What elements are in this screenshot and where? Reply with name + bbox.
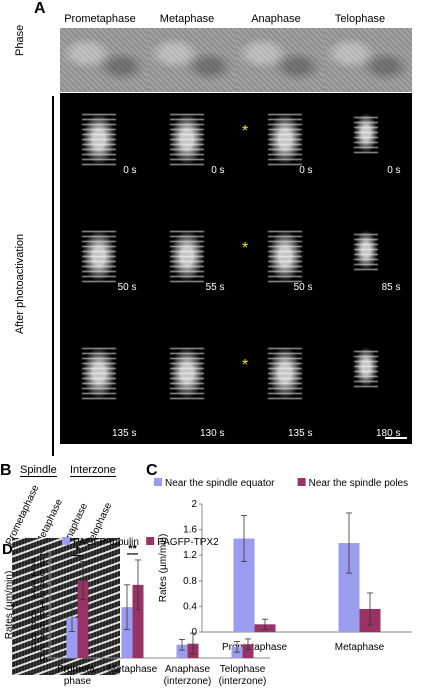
phase-image-3	[236, 28, 324, 92]
spindle-signal	[82, 113, 116, 165]
spindle-signal	[82, 347, 116, 399]
legend-swatch	[297, 478, 306, 486]
category-label: Metaphase	[108, 664, 158, 675]
spindle-signal	[354, 230, 378, 270]
time-label: 0 s	[123, 165, 137, 176]
kymograph-image	[12, 538, 120, 675]
bar	[132, 584, 144, 658]
panel-b-letter: B	[0, 462, 12, 479]
star-marker: *	[242, 240, 249, 257]
fluorescence-background	[60, 93, 412, 444]
y-tick-label: 0	[39, 653, 45, 664]
y-tick-label: 0.8	[183, 576, 197, 587]
y-tick-label: 1.6	[31, 568, 45, 579]
legend-swatch	[146, 537, 155, 545]
bar	[66, 617, 78, 658]
y-tick-label: 1.2	[183, 550, 197, 561]
y-tick-label: 0.4	[183, 601, 197, 612]
bar	[233, 538, 255, 632]
legend-label: Near the spindle poles	[309, 478, 409, 489]
scale-bar	[385, 437, 407, 439]
y-axis-label: Rates (µm/min)	[158, 534, 169, 603]
panel-c-letter: C	[146, 462, 158, 479]
category-label: Prometaphase	[222, 642, 287, 653]
phase-image-2	[148, 28, 236, 92]
spindle-label: Spindle	[20, 464, 57, 477]
y-tick-label: 1.4	[31, 579, 45, 590]
y-tick-label: 1.2	[31, 589, 45, 600]
y-tick-label: 1	[39, 600, 45, 611]
panel-d-letter-svg: D	[2, 541, 13, 558]
phase-label-prometaphase: Prometaphase	[64, 13, 136, 25]
category-label: (interzone)	[219, 676, 267, 687]
y-tick-label: 0.2	[31, 642, 45, 653]
spindle-signal	[170, 230, 204, 282]
y-tick-label: 1.8	[31, 558, 45, 569]
row-label-after-photoactivation: After photoactivation	[14, 233, 26, 335]
bar	[176, 644, 188, 658]
phase-image-4	[324, 28, 412, 92]
time-label: 55 s	[205, 282, 225, 293]
time-label: 135 s	[112, 428, 137, 439]
panel-a-letter: A	[34, 0, 46, 17]
legend-label: PAGFP-TPX2	[157, 537, 219, 548]
spindle-signal	[268, 113, 302, 165]
time-label: 130 s	[200, 428, 225, 439]
category-label: Prometa-	[57, 664, 98, 675]
time-label: 85 s	[381, 282, 401, 293]
row-label-phase: Phase	[14, 24, 26, 56]
category-label: Telophase	[220, 664, 266, 675]
y-tick-label: 0.8	[31, 611, 45, 622]
bar	[121, 607, 133, 658]
significance-marker: *	[75, 545, 80, 557]
time-label: 0 s	[299, 165, 313, 176]
row-bracket	[52, 96, 54, 456]
time-label: 135 s	[288, 428, 313, 439]
star-marker: *	[242, 123, 249, 140]
y-tick-label: 1.6	[183, 525, 197, 536]
time-label: 180 s	[376, 428, 401, 439]
legend-label: PAGFP-tubulin	[73, 537, 139, 548]
spindle-signal	[170, 347, 204, 399]
legend-label: Near the spindle equator	[165, 478, 275, 489]
y-tick-label: 2	[39, 547, 45, 558]
time-label: 0 s	[211, 165, 225, 176]
category-label: (interzone)	[164, 676, 212, 687]
y-axis-label: Rates (µm/min)	[4, 571, 15, 640]
interzone-label: Interzone	[70, 464, 116, 477]
legend-swatch	[154, 478, 162, 486]
spindle-signal	[354, 113, 378, 153]
category-label: Anaphase	[165, 664, 210, 675]
y-tick-label: 0.6	[31, 621, 45, 632]
y-tick-label: 0	[191, 627, 197, 638]
spindle-signal	[170, 113, 204, 165]
spindle-signal	[82, 230, 116, 282]
bar	[77, 580, 89, 658]
bar	[338, 543, 360, 632]
phase-image-1	[60, 28, 148, 92]
spindle-signal	[268, 347, 302, 399]
time-label: 50 s	[117, 282, 137, 293]
phase-label-anaphase: Anaphase	[251, 13, 301, 25]
category-label: phase	[64, 676, 92, 687]
phase-label-telophase: Telophase	[334, 13, 386, 25]
y-tick-label: 0.4	[31, 632, 45, 643]
bar	[242, 644, 254, 658]
legend-swatch	[62, 537, 70, 545]
spindle-signal	[354, 347, 378, 387]
star-marker: *	[242, 357, 249, 374]
time-label: 0 s	[387, 165, 401, 176]
time-label: 50 s	[293, 282, 313, 293]
spindle-signal	[268, 230, 302, 282]
chart-c: 0 0.4 0.8 1.2 1.6 2 Rates (µm/min) Near the spi…	[154, 478, 412, 653]
phase-label-metaphase: Metaphase	[159, 13, 215, 25]
category-label: Metaphase	[335, 642, 385, 653]
y-tick-label: 2	[191, 499, 197, 510]
significance-marker: **	[128, 543, 137, 555]
